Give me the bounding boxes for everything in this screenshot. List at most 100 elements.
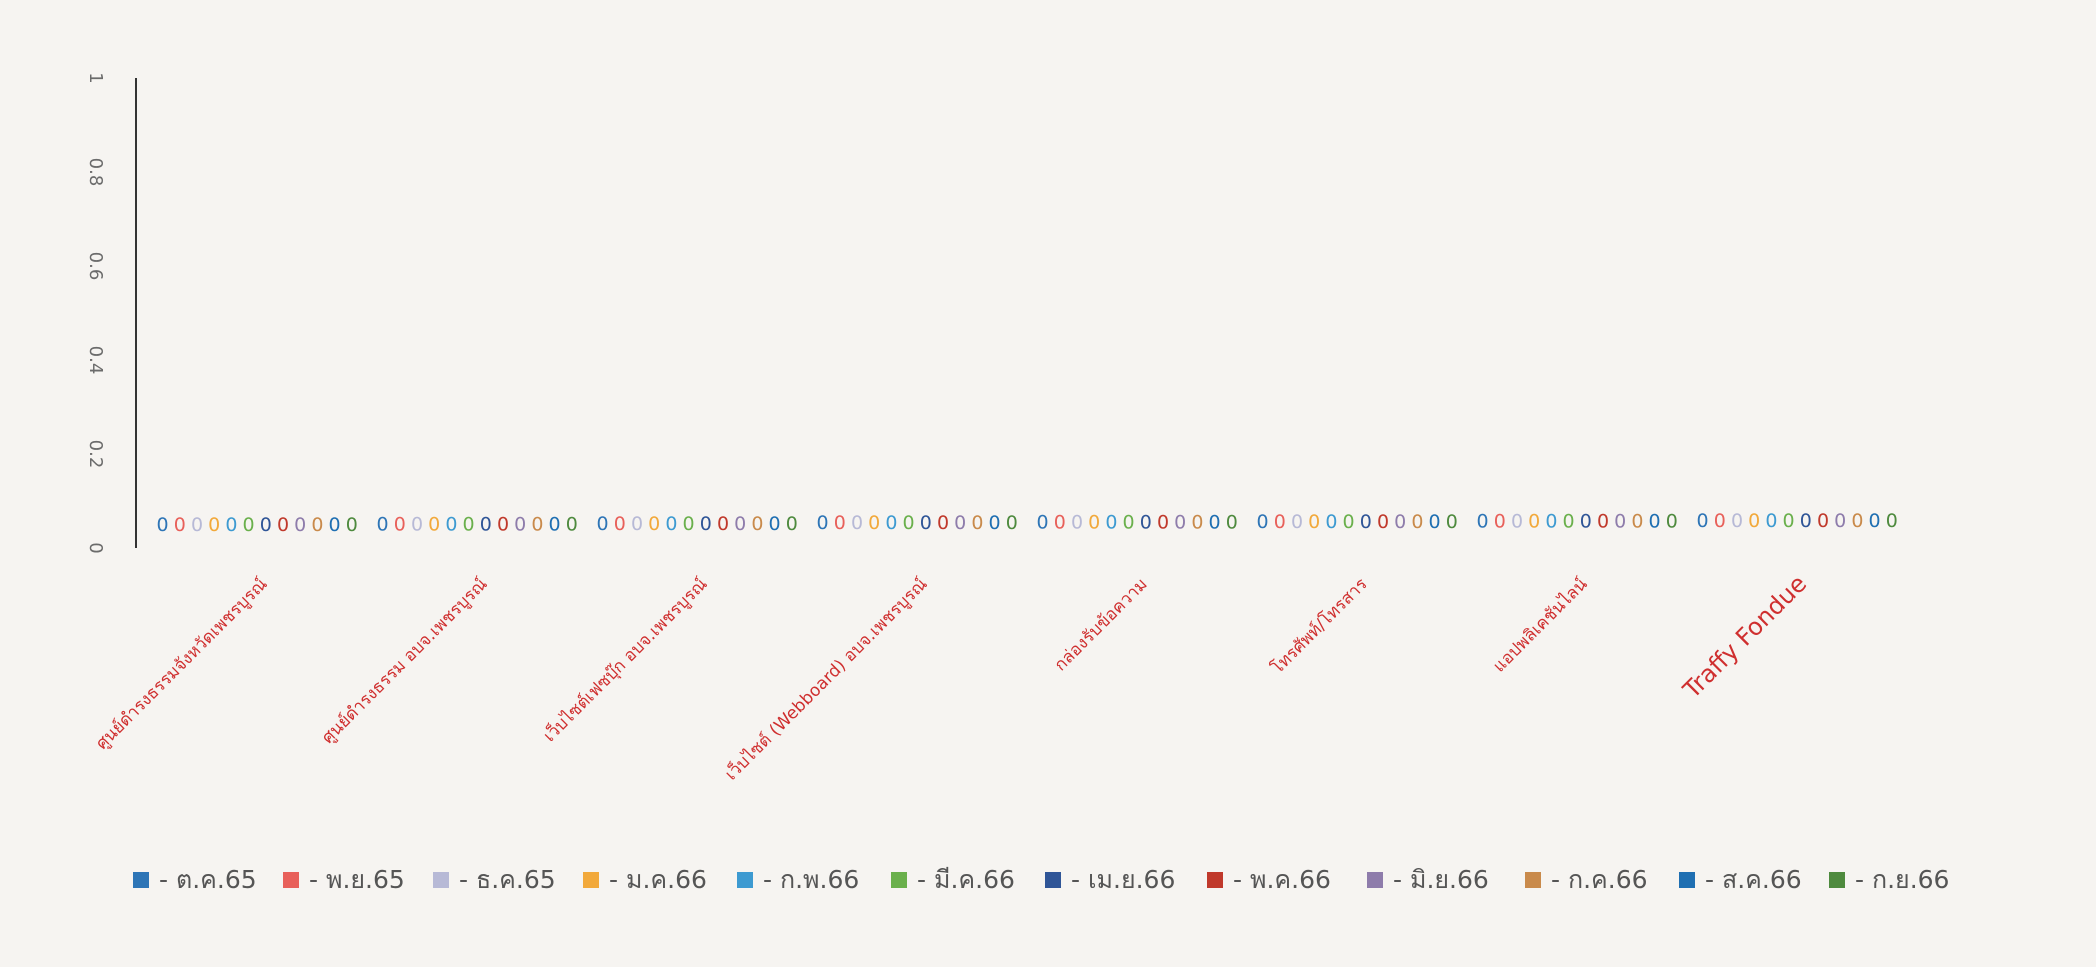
bar-value-label: 0 — [1631, 510, 1643, 532]
bar-value-label: 0 — [700, 513, 712, 535]
bar-value-label: 0 — [971, 512, 983, 534]
y-tick-label: 1 — [85, 72, 106, 83]
bar-value-label: 0 — [225, 514, 237, 536]
bar-value-label: 0 — [1037, 512, 1049, 534]
bar-value-label: 0 — [346, 514, 358, 536]
legend-swatch — [133, 872, 149, 888]
category-label: โทรศัพท์/โทรสาร — [1267, 574, 1372, 679]
bar-value-label: 0 — [1731, 510, 1743, 532]
bar-value-label: 0 — [1377, 511, 1389, 533]
bar-value-label: 0 — [1851, 510, 1863, 532]
bar-value-label: 0 — [1343, 511, 1355, 533]
legend-swatch — [583, 872, 599, 888]
bar-value-label: 0 — [817, 512, 829, 534]
y-tick-label: 0.8 — [85, 158, 106, 187]
bar-value-label: 0 — [1291, 511, 1303, 533]
legend-entry-label: - พ.ค.66 — [1233, 865, 1331, 894]
bar-value-label: 0 — [989, 512, 1001, 534]
legend: - ต.ค.65 - พ.ย.65 - ธ.ค.65 - ม.ค.66 - ก.พ.66… — [133, 865, 1949, 894]
bar-value-label: 0 — [428, 513, 440, 535]
category-label: Traffy Fondue — [1677, 569, 1812, 704]
bar-value-label: 0 — [157, 514, 169, 536]
legend-entry-label: - ก.ย.66 — [1855, 865, 1949, 894]
bar-value-label: 0 — [463, 513, 475, 535]
bar-value-label: 0 — [1869, 510, 1881, 532]
legend-swatch — [1207, 872, 1223, 888]
legend-swatch — [433, 872, 449, 888]
bar-value-label: 0 — [514, 513, 526, 535]
bar-value-label: 0 — [1597, 510, 1609, 532]
bar-value-label: 0 — [1140, 512, 1152, 534]
bar-value-label: 0 — [1088, 512, 1100, 534]
bar-value-label: 0 — [631, 513, 643, 535]
bar-value-label: 0 — [497, 513, 509, 535]
legend-swatch — [1525, 872, 1541, 888]
bar-value-label: 0 — [174, 514, 186, 536]
bar-value-label: 0 — [1157, 512, 1169, 534]
bar-value-label: 0 — [683, 513, 695, 535]
bar-value-label: 0 — [1325, 511, 1337, 533]
legend-swatch — [1367, 872, 1383, 888]
category-label: แอปพลิเคชันไลน์ — [1489, 573, 1592, 676]
bar-value-label: 0 — [597, 513, 609, 535]
legend-swatch — [1829, 872, 1845, 888]
category-labels: ศูนย์ดำรงธรรมจังหวัดเพชรบูรณ์ ศูนย์ดำรงธร… — [92, 569, 1812, 784]
bar-value-label: 0 — [1394, 511, 1406, 533]
bar-value-label: 0 — [1511, 510, 1523, 532]
bar-value-label: 0 — [531, 513, 543, 535]
bar-value-label: 0 — [1174, 512, 1186, 534]
bar-value-label: 0 — [1649, 510, 1661, 532]
bar-value-label: 0 — [294, 514, 306, 536]
bar-value-label: 0 — [1123, 512, 1135, 534]
bar-value-label: 0 — [734, 513, 746, 535]
bar-value-label: 0 — [1563, 510, 1575, 532]
legend-entry-label: - ม.ค.66 — [609, 865, 707, 894]
bar-value-label: 0 — [1800, 510, 1812, 532]
bar-value-label: 0 — [769, 513, 781, 535]
bar-value-label: 0 — [954, 512, 966, 534]
bar-value-label: 0 — [277, 514, 289, 536]
bar-value-label: 0 — [1308, 511, 1320, 533]
category-label: ศูนย์ดำรงธรรม อบจ.เพชรบูรณ์ — [318, 574, 492, 748]
bar-value-label: 0 — [549, 513, 561, 535]
bar-value-label: 0 — [1274, 511, 1286, 533]
bar-value-label: 0 — [1697, 510, 1709, 532]
bar-value-label: 0 — [1446, 511, 1458, 533]
bar-value-label: 0 — [311, 514, 323, 536]
bar-value-label: 0 — [1580, 510, 1592, 532]
y-tick-label: 0.2 — [85, 440, 106, 469]
bar-value-label: 0 — [1429, 511, 1441, 533]
bar-value-label: 0 — [411, 513, 423, 535]
bar-value-label: 0 — [920, 512, 932, 534]
bar-value-label: 0 — [1360, 511, 1372, 533]
bar-value-label: 0 — [1545, 510, 1557, 532]
bar-value-label: 0 — [1226, 512, 1238, 534]
legend-entry-label: - พ.ย.65 — [309, 865, 405, 894]
legend-entry-label: - ธ.ค.65 — [459, 865, 556, 894]
bar-value-label: 0 — [1666, 510, 1678, 532]
bar-value-label: 0 — [937, 512, 949, 534]
bar-value-label: 0 — [1411, 511, 1423, 533]
bar-value-label: 0 — [834, 512, 846, 534]
bar-value-label: 0 — [614, 513, 626, 535]
bar-value-label: 0 — [751, 513, 763, 535]
bar-value-label: 0 — [394, 513, 406, 535]
bar-value-label: 0 — [1765, 510, 1777, 532]
bar-value-label: 0 — [851, 512, 863, 534]
legend-entry-label: - มี.ค.66 — [917, 865, 1015, 894]
bar-value-label: 0 — [243, 514, 255, 536]
legend-swatch — [891, 872, 907, 888]
bar-value-label: 0 — [1494, 510, 1506, 532]
bar-value-label: 0 — [445, 513, 457, 535]
bar-value-label: 0 — [1748, 510, 1760, 532]
bar-value-label: 0 — [717, 513, 729, 535]
category-label: ศูนย์ดำรงธรรมจังหวัดเพชรบูรณ์ — [92, 574, 272, 754]
y-tick-label: 0.6 — [85, 252, 106, 281]
bar-value-label: 0 — [1783, 510, 1795, 532]
legend-entry-label: - ต.ค.65 — [159, 865, 257, 894]
bar-value-label: 0 — [786, 513, 798, 535]
legend-entry-label: - มิ.ย.66 — [1393, 865, 1489, 894]
y-tick-label: 0 — [85, 542, 106, 553]
